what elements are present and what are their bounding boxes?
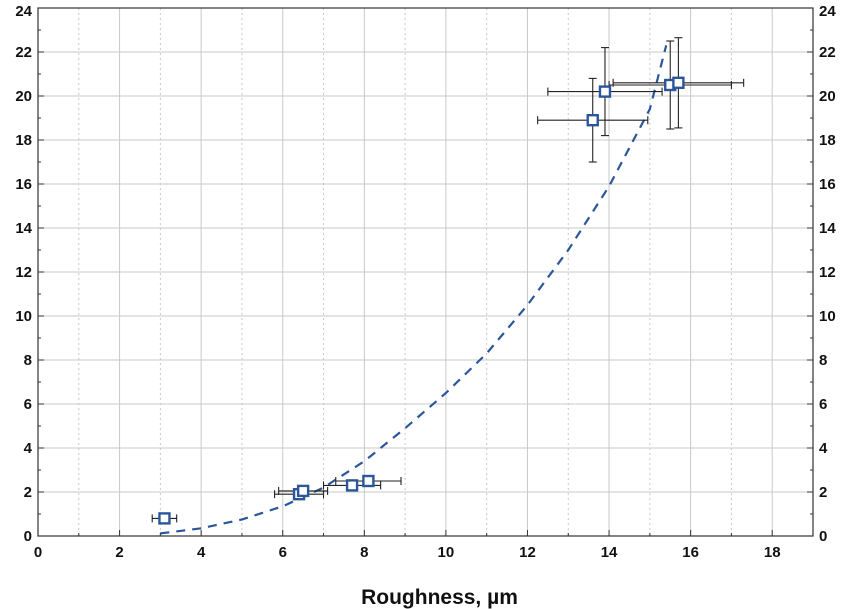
- fit-curve-group: [160, 45, 668, 535]
- x-tick-label: 12: [519, 544, 536, 561]
- data-point-marker: [598, 85, 612, 98]
- y-tick-label-right: 16: [819, 176, 836, 193]
- axis-ticks: [37, 7, 814, 537]
- grid-lines: [38, 8, 813, 536]
- y-tick-label-left: 8: [24, 352, 32, 369]
- x-tick-label: 0: [34, 544, 42, 561]
- y-tick-label-right: 12: [819, 264, 836, 281]
- x-tick-label: 8: [360, 544, 368, 561]
- y-tick-label-left: 22: [15, 44, 32, 61]
- y-tick-label-right: 18: [819, 132, 836, 149]
- data-point-marker: [158, 512, 171, 525]
- x-axis-title: Roughness, µm: [361, 586, 518, 609]
- y-tick-label-left: 18: [15, 132, 32, 149]
- y-tick-label-left: 10: [15, 308, 32, 325]
- fit-curve-line: [160, 45, 668, 535]
- y-tick-label-right: 0: [819, 528, 827, 545]
- y-tick-label-right: 24: [819, 3, 836, 20]
- y-tick-label-right: 4: [819, 440, 828, 457]
- y-tick-label-right: 22: [819, 44, 836, 61]
- y-tick-label-left: 16: [15, 176, 32, 193]
- x-tick-label: 6: [279, 544, 287, 561]
- y-tick-label-left: 4: [24, 440, 33, 457]
- y-tick-label-right: 6: [819, 396, 827, 413]
- x-tick-labels: 0 2 4 6 8 10 12 14 16 18: [34, 544, 781, 561]
- y-tick-label-left: 12: [15, 264, 32, 281]
- x-tick-label: 4: [197, 544, 206, 561]
- data-point-marker: [586, 113, 599, 127]
- y-tick-label-left: 2: [24, 484, 32, 501]
- y-tick-label-right: 20: [819, 88, 836, 105]
- y-tick-label-right: 8: [819, 352, 827, 369]
- x-tick-label: 18: [764, 544, 781, 561]
- data-point-marker: [672, 76, 685, 90]
- x-tick-label: 16: [682, 544, 699, 561]
- data-point-marker: [345, 479, 359, 492]
- y-tick-label-left: 14: [15, 220, 32, 237]
- x-tick-label: 14: [601, 544, 618, 561]
- data-markers: [158, 76, 685, 525]
- data-point-marker: [362, 474, 375, 488]
- y-tick-label-left: 20: [15, 88, 32, 105]
- x-tick-label: 2: [115, 544, 123, 561]
- y-tick-label-left: 24: [15, 3, 32, 20]
- error-bars: [151, 37, 745, 523]
- x-tick-label: 10: [438, 544, 455, 561]
- y-tick-label-right: 14: [819, 220, 836, 237]
- y-tick-label-right: 10: [819, 308, 836, 325]
- y-tick-label-left: 0: [24, 528, 32, 545]
- y-tick-label-right: 2: [819, 484, 827, 501]
- y-tick-label-left: 6: [24, 396, 32, 413]
- data-point-marker: [296, 484, 310, 498]
